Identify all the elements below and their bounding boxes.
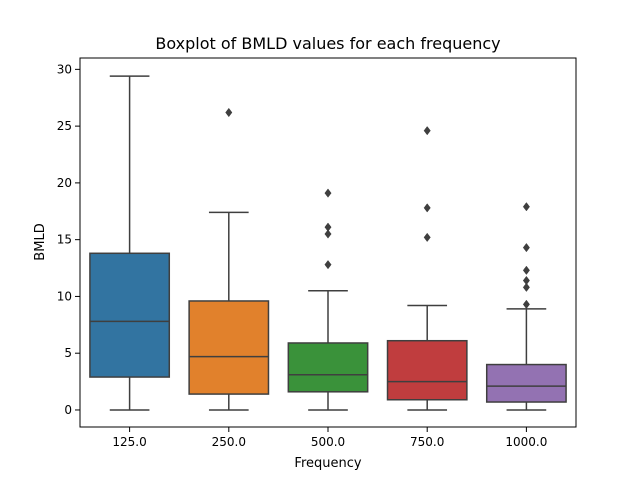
box-750.0 — [386, 339, 468, 401]
x-tick-label: 500.0 — [311, 435, 345, 449]
outlier-point — [324, 260, 332, 270]
x-tick-label: 125.0 — [112, 435, 146, 449]
x-tick-label: 750.0 — [410, 435, 444, 449]
outlier-point — [423, 232, 431, 243]
outlier-point — [522, 299, 530, 309]
outlier-point — [423, 126, 431, 136]
y-tick-label: 10 — [57, 289, 72, 303]
outlier-point — [324, 222, 332, 232]
outlier-point — [522, 275, 530, 286]
outlier-point — [522, 265, 530, 275]
y-tick-label: 5 — [64, 346, 72, 360]
y-tick-label: 20 — [57, 176, 72, 190]
y-tick-label: 25 — [57, 119, 72, 133]
chart-title: Boxplot of BMLD values for each frequenc… — [155, 34, 500, 53]
outlier-point — [522, 282, 530, 292]
y-axis-label: BMLD — [33, 223, 48, 260]
x-tick-label: 1000.0 — [505, 435, 547, 449]
x-tick-label: 250.0 — [212, 435, 246, 449]
y-tick-label: 15 — [57, 233, 72, 247]
plot-frame — [79, 57, 577, 428]
x-axis-label: Frequency — [294, 456, 361, 471]
outlier-point — [324, 188, 332, 198]
outlier-point — [225, 107, 233, 118]
outlier-point — [522, 202, 530, 212]
y-tick-label: 30 — [57, 62, 72, 76]
outlier-point — [423, 203, 431, 213]
box-250.0 — [188, 300, 270, 395]
outlier-point — [324, 229, 332, 239]
box-125.0 — [89, 252, 171, 378]
box-500.0 — [287, 342, 369, 393]
box-1000.0 — [485, 363, 567, 403]
y-tick-label: 0 — [64, 403, 72, 417]
outlier-point — [522, 242, 530, 253]
